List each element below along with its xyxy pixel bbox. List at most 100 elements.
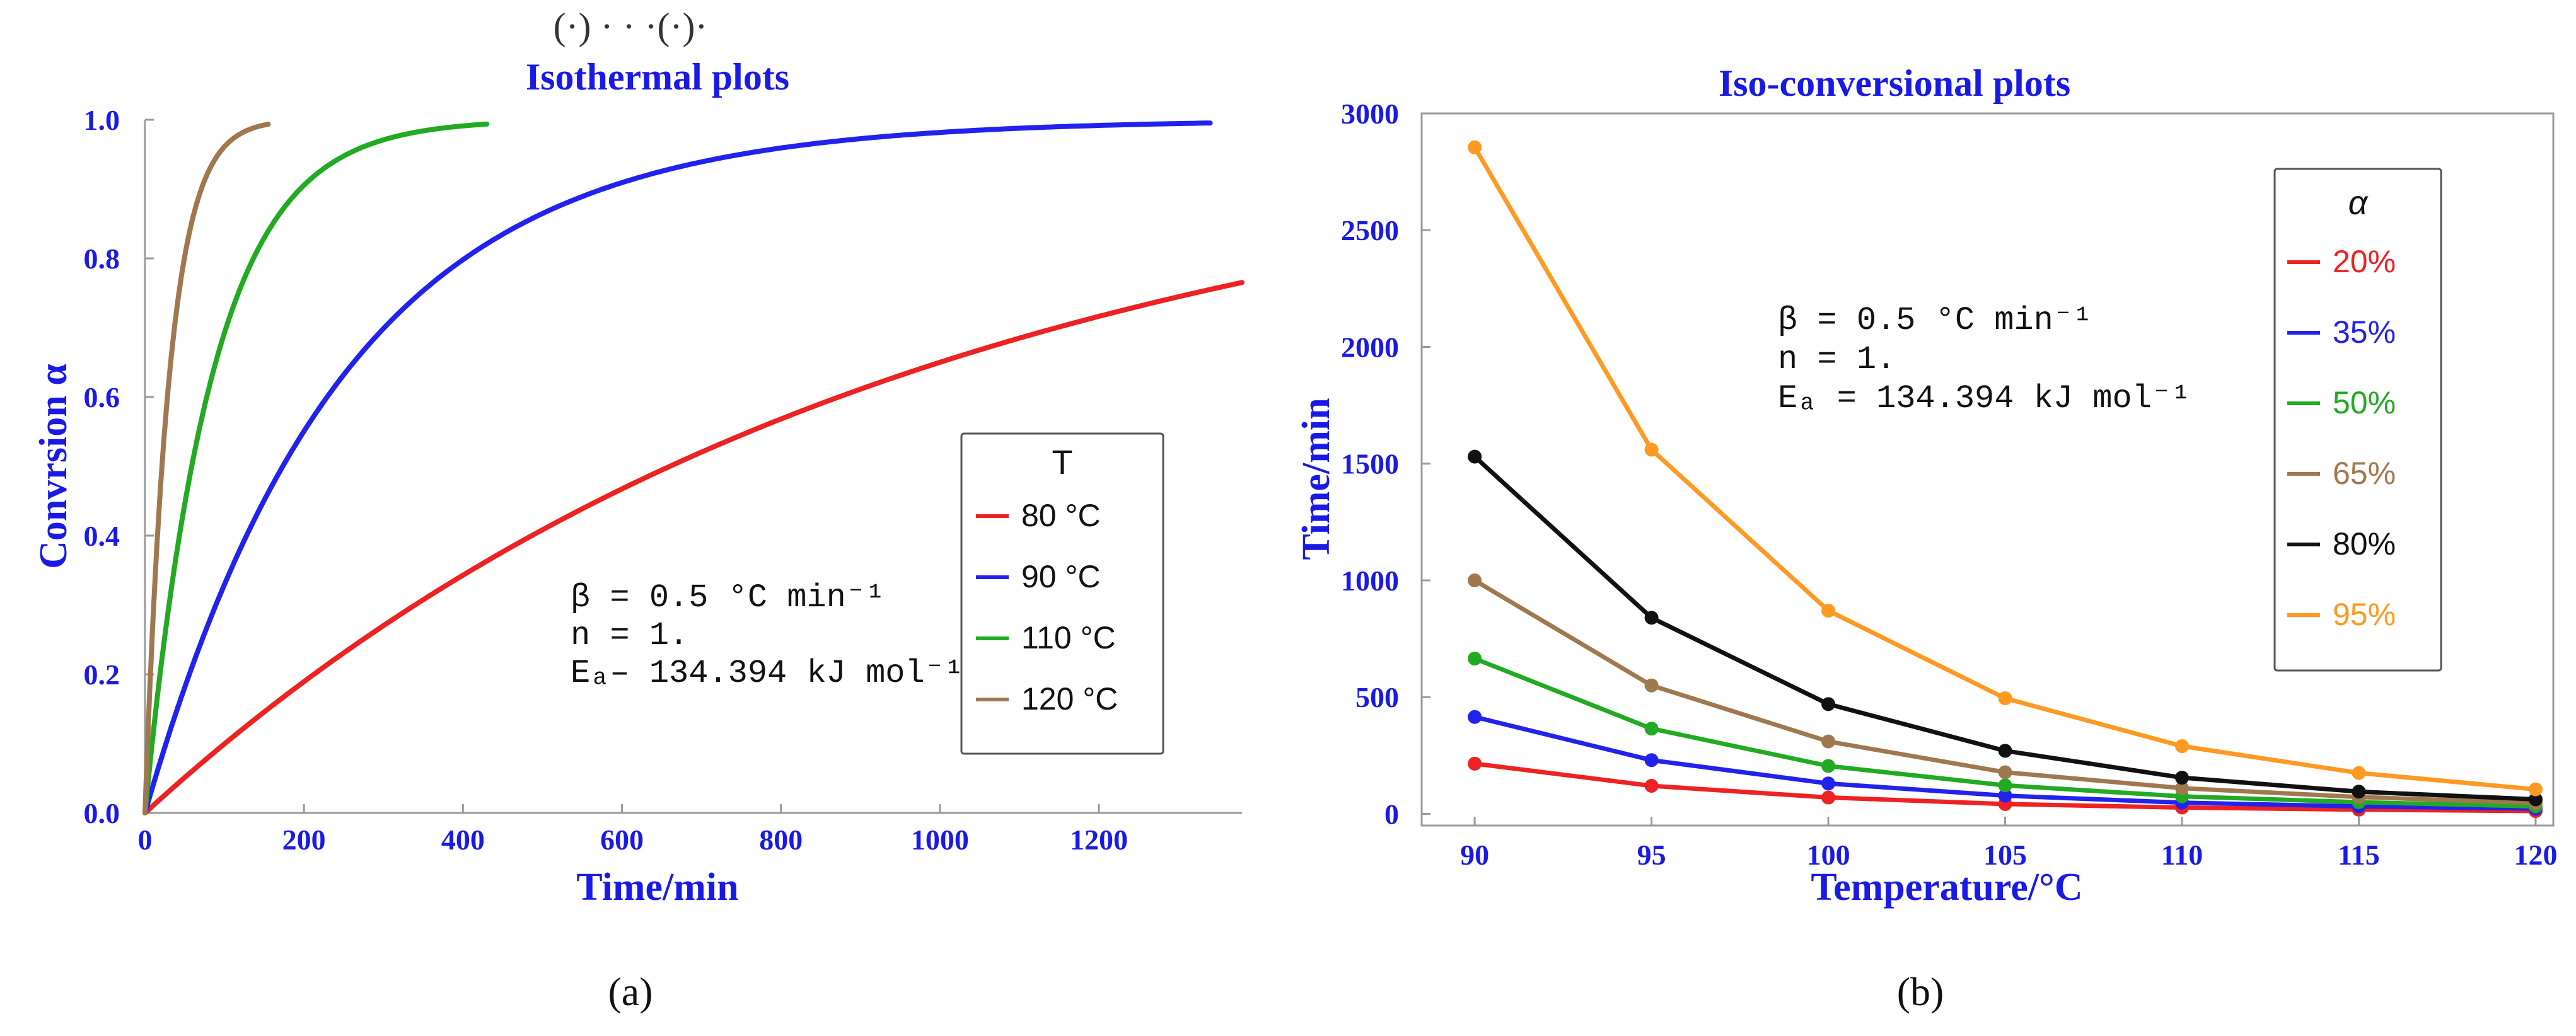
panel-b-x-tick-label: 120 xyxy=(2514,839,2557,871)
panel-a-legend-label: 110 °C xyxy=(1021,620,1116,655)
panel-a-curve-120-c xyxy=(142,122,271,815)
panel-a-x-tick-label: 600 xyxy=(600,824,644,856)
panel-b-point-20 xyxy=(1644,779,1659,793)
panel-a-x-label: Time/min xyxy=(576,866,738,909)
panel-b-y-tick-label: 1500 xyxy=(1341,448,1399,480)
panel-b-isoconversional: Iso-conversional plots 90 95 100 105 110 115 1… xyxy=(1295,62,2557,1014)
panel-a-annotation: β = 0.5 °C min⁻¹ n = 1. Eₐ– 134.394 kJ m… xyxy=(571,579,964,692)
panel-b-point-95 xyxy=(1998,691,2012,706)
panel-b-point-80 xyxy=(1644,611,1659,625)
panel-a-x-tick-label: 1200 xyxy=(1070,824,1128,856)
panel-b-y-ticks: 0 500 1000 1500 2000 2500 3000 xyxy=(1341,98,1430,830)
panel-a-y-ticks: 0.0 0.2 0.4 0.6 0.8 1.0 xyxy=(84,104,154,829)
panel-a-curve-110-c xyxy=(142,121,490,815)
panel-a-y-tick-label: 0.2 xyxy=(84,659,120,691)
panel-b-point-20 xyxy=(1821,790,1836,805)
panel-a-top-fragment: (·) · · ·(·)· xyxy=(554,6,708,47)
panel-b-point-80 xyxy=(1821,697,1836,711)
panel-a-legend-box xyxy=(960,432,1164,755)
panel-b-y-tick-label: 500 xyxy=(1355,681,1399,713)
panel-b-point-50 xyxy=(1468,652,1482,666)
panel-b-x-tick-label: 105 xyxy=(1983,839,2027,871)
panel-b-legend-label: 20% xyxy=(2333,244,2396,279)
panel-a-x-tick-label: 200 xyxy=(282,824,326,856)
panel-a-x-tick-label: 0 xyxy=(138,824,153,856)
panel-a-legend: T 80 °C 90 °C 110 °C 120 °C xyxy=(960,432,1164,755)
panel-b-legend: α 20% 35% 50% 65% 80% 95% xyxy=(2273,168,2442,672)
panel-b-point-65 xyxy=(1468,573,1482,587)
panel-b-legend-title: α xyxy=(2348,184,2369,222)
panel-a-isothermal: (·) · · ·(·)· Isothermal plots 0 200 400 60… xyxy=(32,6,1244,1014)
panel-b-point-65 xyxy=(1821,734,1836,749)
panel-b-y-tick-label: 2000 xyxy=(1341,331,1399,363)
panel-a-y-tick-label: 0.4 xyxy=(84,520,120,552)
panel-b-point-95 xyxy=(2528,782,2543,797)
panel-b-x-label: Temperature/°C xyxy=(1811,866,2082,909)
panel-b-annotation-n: n = 1. xyxy=(1778,341,1896,378)
panel-b-y-tick-label: 1000 xyxy=(1341,565,1399,597)
panel-b-y-tick-label: 3000 xyxy=(1341,98,1399,130)
panel-b-x-ticks: 90 95 100 105 110 115 120 xyxy=(1460,817,2557,871)
panel-a-x-tick-label: 800 xyxy=(759,824,803,856)
panel-a-y-label: Convrsion α xyxy=(32,364,75,569)
panel-a-x-tick-label: 400 xyxy=(441,824,485,856)
panel-b-point-65 xyxy=(2175,781,2190,795)
panel-b-y-label: Time/min xyxy=(1295,398,1338,560)
panel-b-lines xyxy=(1468,140,2543,819)
panel-a-frame xyxy=(144,120,1242,814)
panel-a-curve-80-c xyxy=(142,280,1244,815)
panel-b-point-80 xyxy=(2528,792,2543,807)
panel-a-y-tick-label: 0.6 xyxy=(84,381,120,413)
panel-a-annotation-beta: β = 0.5 °C min⁻¹ xyxy=(571,579,885,616)
panel-b-point-20 xyxy=(1468,756,1482,771)
panel-b-x-tick-label: 95 xyxy=(1637,839,1666,871)
panel-b-x-tick-label: 110 xyxy=(2161,839,2203,871)
panel-a-annotation-n: n = 1. xyxy=(571,617,688,654)
panel-b-point-95 xyxy=(2175,739,2190,754)
panel-b-point-65 xyxy=(1998,765,2012,780)
panel-b-annotation-ea: Eₐ = 134.394 kJ mol⁻¹ xyxy=(1778,380,2191,417)
panel-b-point-95 xyxy=(1644,442,1659,457)
panel-a-curves xyxy=(142,120,1244,815)
panel-a-y-tick-label: 0.0 xyxy=(84,797,120,829)
panel-b-frame xyxy=(1420,112,2555,827)
panel-b-legend-label: 95% xyxy=(2333,597,2396,632)
panel-b-legend-label: 80% xyxy=(2333,526,2396,561)
panel-a-caption: (a) xyxy=(608,969,653,1014)
panel-a-annotation-ea: Eₐ– 134.394 kJ mol⁻¹ xyxy=(571,655,964,692)
panel-a-legend-title: T xyxy=(1052,444,1073,481)
panel-a-legend-label: 80 °C xyxy=(1021,498,1101,533)
panel-b-x-tick-label: 100 xyxy=(1807,839,1850,871)
panel-b-title: Iso-conversional plots xyxy=(1719,62,2070,104)
panel-a-curve-90-c xyxy=(142,120,1213,815)
panel-b-point-80 xyxy=(2175,771,2190,785)
panel-b-y-tick-label: 2500 xyxy=(1341,214,1399,246)
panel-b-x-tick-label: 90 xyxy=(1460,839,1489,871)
panel-b-y-tick-label: 0 xyxy=(1384,798,1399,830)
panel-b-point-35 xyxy=(1821,776,1836,791)
panel-a-y-tick-label: 0.8 xyxy=(84,243,120,275)
panel-a-legend-label: 120 °C xyxy=(1021,681,1118,717)
panel-b-point-35 xyxy=(1998,788,2012,803)
panel-b-x-tick-label: 115 xyxy=(2338,839,2379,871)
panel-a-legend-label: 90 °C xyxy=(1021,559,1101,594)
panel-b-caption: (b) xyxy=(1897,969,1944,1014)
panel-b-point-95 xyxy=(1468,140,1482,154)
panel-b-point-65 xyxy=(1644,678,1659,693)
panel-b-point-35 xyxy=(1644,753,1659,768)
panel-b-point-95 xyxy=(2352,766,2366,780)
panel-b-point-50 xyxy=(1644,722,1659,736)
panel-b-point-95 xyxy=(1821,604,1836,618)
panel-b-annotation: β = 0.5 °C min⁻¹ n = 1. Eₐ = 134.394 kJ … xyxy=(1778,302,2191,417)
panel-b-legend-label: 35% xyxy=(2333,314,2396,350)
panel-b-point-80 xyxy=(1468,449,1482,464)
panel-a-y-tick-label: 1.0 xyxy=(84,104,120,136)
panel-b-legend-label: 65% xyxy=(2333,456,2396,491)
panel-b-point-35 xyxy=(1468,710,1482,724)
panel-a-x-tick-label: 1000 xyxy=(911,824,969,856)
panel-a-title: Isothermal plots xyxy=(526,56,789,98)
panel-b-point-80 xyxy=(1998,744,2012,758)
panel-a-x-ticks: 0 200 400 600 800 1000 1200 xyxy=(138,804,1128,856)
panel-b-point-50 xyxy=(1821,759,1836,773)
